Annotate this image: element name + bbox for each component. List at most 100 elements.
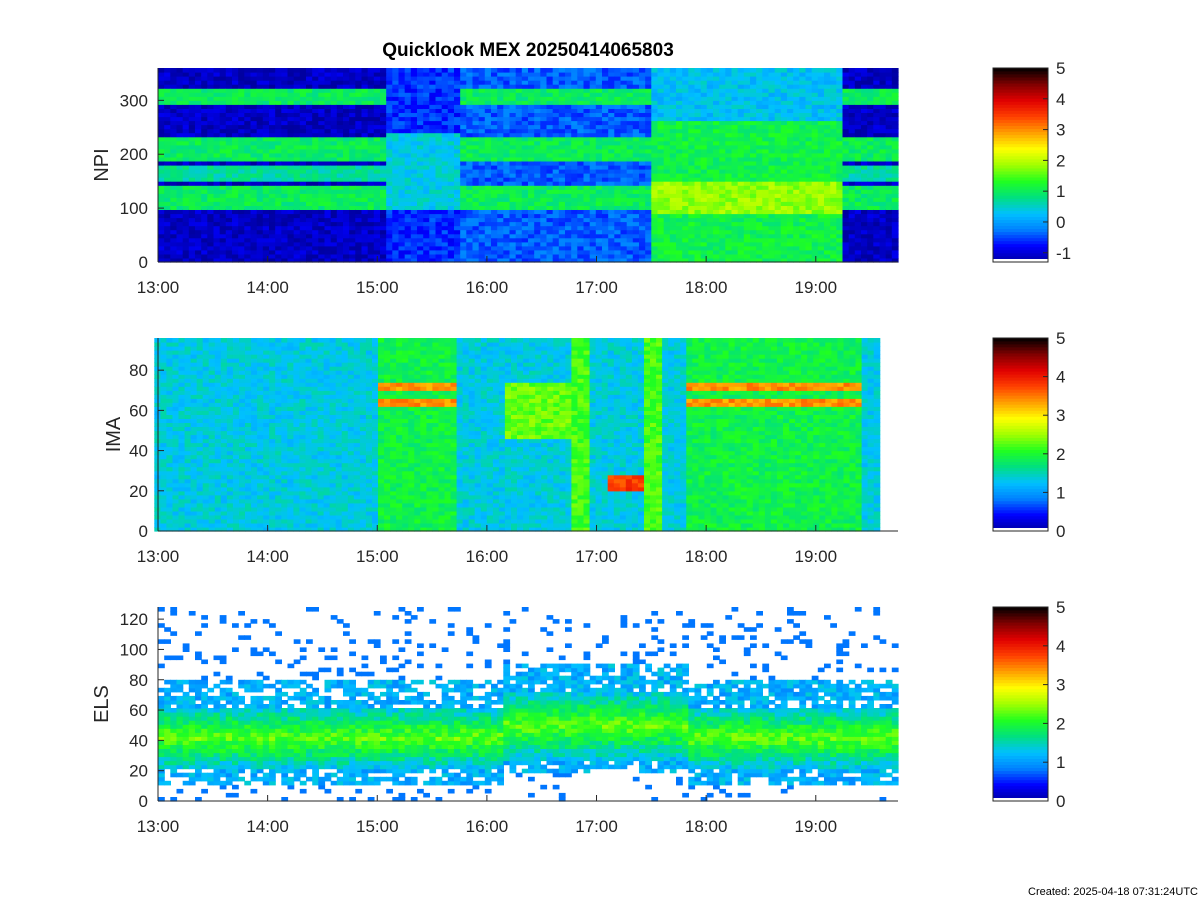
heatmap-cell xyxy=(700,241,708,247)
heatmap-cell xyxy=(343,181,350,186)
heatmap-cell xyxy=(509,201,517,206)
heatmap-cell xyxy=(336,128,344,134)
heatmap-cell xyxy=(410,140,418,146)
heatmap-cell xyxy=(330,185,338,190)
heatmap-cell xyxy=(293,148,301,154)
heatmap-cell xyxy=(676,76,683,81)
heatmap-cell xyxy=(225,120,233,126)
heatmap-cell xyxy=(731,193,739,198)
heatmap-cell xyxy=(768,201,776,206)
heatmap-cell xyxy=(725,189,733,194)
heatmap-cell xyxy=(404,169,412,174)
heatmap-cell xyxy=(608,92,615,97)
heatmap-cell xyxy=(719,245,726,251)
heatmap-cell xyxy=(410,88,418,93)
heatmap-cell xyxy=(429,124,437,130)
heatmap-cell xyxy=(207,128,215,134)
heatmap-cell xyxy=(164,169,171,174)
heatmap-cell xyxy=(238,233,245,239)
heatmap-cell xyxy=(620,136,628,142)
heatmap-cell xyxy=(373,104,381,109)
heatmap-cell xyxy=(238,156,245,162)
heatmap-cell xyxy=(515,173,523,178)
heatmap-cell xyxy=(558,84,566,89)
heatmap-cell xyxy=(540,237,548,243)
heatmap-cell xyxy=(435,68,443,73)
heatmap-cell xyxy=(657,197,665,202)
heatmap-cell xyxy=(663,96,671,101)
heatmap-cell xyxy=(632,241,640,247)
heatmap-cell xyxy=(700,120,708,126)
heatmap-cell xyxy=(460,225,467,231)
heatmap-cell xyxy=(213,100,221,105)
heatmap-cell xyxy=(398,116,406,122)
heatmap-cell xyxy=(349,152,356,158)
heatmap-cell xyxy=(762,144,770,150)
heatmap-cell xyxy=(509,100,517,105)
heatmap-cell xyxy=(528,88,535,93)
heatmap-cell xyxy=(318,225,326,231)
heatmap-cell xyxy=(719,241,726,247)
heatmap-cell xyxy=(558,237,566,243)
heatmap-cell xyxy=(762,124,770,130)
heatmap-cell xyxy=(330,233,338,239)
heatmap-cell xyxy=(361,96,369,101)
heatmap-cell xyxy=(318,229,326,235)
heatmap-cell xyxy=(725,258,733,263)
heatmap-cell xyxy=(312,140,319,146)
heatmap-cell xyxy=(293,225,301,231)
heatmap-cell xyxy=(336,136,344,142)
heatmap-cell xyxy=(694,92,702,97)
heatmap-cell xyxy=(651,156,659,162)
heatmap-cell xyxy=(491,92,498,97)
heatmap-cell xyxy=(787,169,794,174)
heatmap-cell xyxy=(195,108,202,113)
heatmap-cell xyxy=(528,193,535,198)
heatmap-cell xyxy=(330,229,338,235)
heatmap-cell xyxy=(780,152,788,158)
heatmap-cell xyxy=(404,225,412,231)
heatmap-cell xyxy=(503,112,511,118)
heatmap-cell xyxy=(614,241,622,247)
heatmap-cell xyxy=(577,132,585,138)
heatmap-cell xyxy=(737,72,745,77)
heatmap-cell xyxy=(466,84,474,89)
heatmap-cell xyxy=(361,177,369,182)
heatmap-cell xyxy=(201,229,208,235)
heatmap-cell xyxy=(571,209,578,215)
heatmap-cell xyxy=(343,233,350,239)
heatmap-cell xyxy=(589,156,597,162)
heatmap-cell xyxy=(312,152,319,158)
heatmap-cell xyxy=(201,189,208,194)
heatmap-cell xyxy=(238,253,245,259)
heatmap-cell xyxy=(639,124,646,130)
heatmap-cell xyxy=(632,124,640,130)
heatmap-cell xyxy=(780,124,788,130)
heatmap-cell xyxy=(176,108,184,113)
heatmap-cell xyxy=(571,213,578,219)
heatmap-cell xyxy=(743,241,751,247)
heatmap-cell xyxy=(583,209,591,215)
heatmap-cell xyxy=(565,108,572,113)
heatmap-cell xyxy=(651,76,659,81)
heatmap-cell xyxy=(281,217,289,223)
heatmap-cell xyxy=(651,169,659,174)
heatmap-cell xyxy=(312,136,319,142)
heatmap-cell xyxy=(639,253,646,259)
heatmap-cell xyxy=(515,76,523,81)
heatmap-cell xyxy=(645,156,652,162)
heatmap-cell xyxy=(774,132,782,138)
heatmap-cell xyxy=(188,112,196,118)
heatmap-cell xyxy=(423,217,430,223)
heatmap-cell xyxy=(447,181,455,186)
heatmap-cell xyxy=(472,96,480,101)
heatmap-cell xyxy=(262,120,270,126)
heatmap-cell xyxy=(306,132,313,138)
heatmap-cell xyxy=(750,249,757,255)
heatmap-cell xyxy=(651,144,659,150)
heatmap-cell xyxy=(312,156,319,162)
heatmap-cell xyxy=(706,132,714,138)
heatmap-cell xyxy=(651,148,659,154)
heatmap-cell xyxy=(466,100,474,105)
heatmap-cell xyxy=(158,225,165,231)
